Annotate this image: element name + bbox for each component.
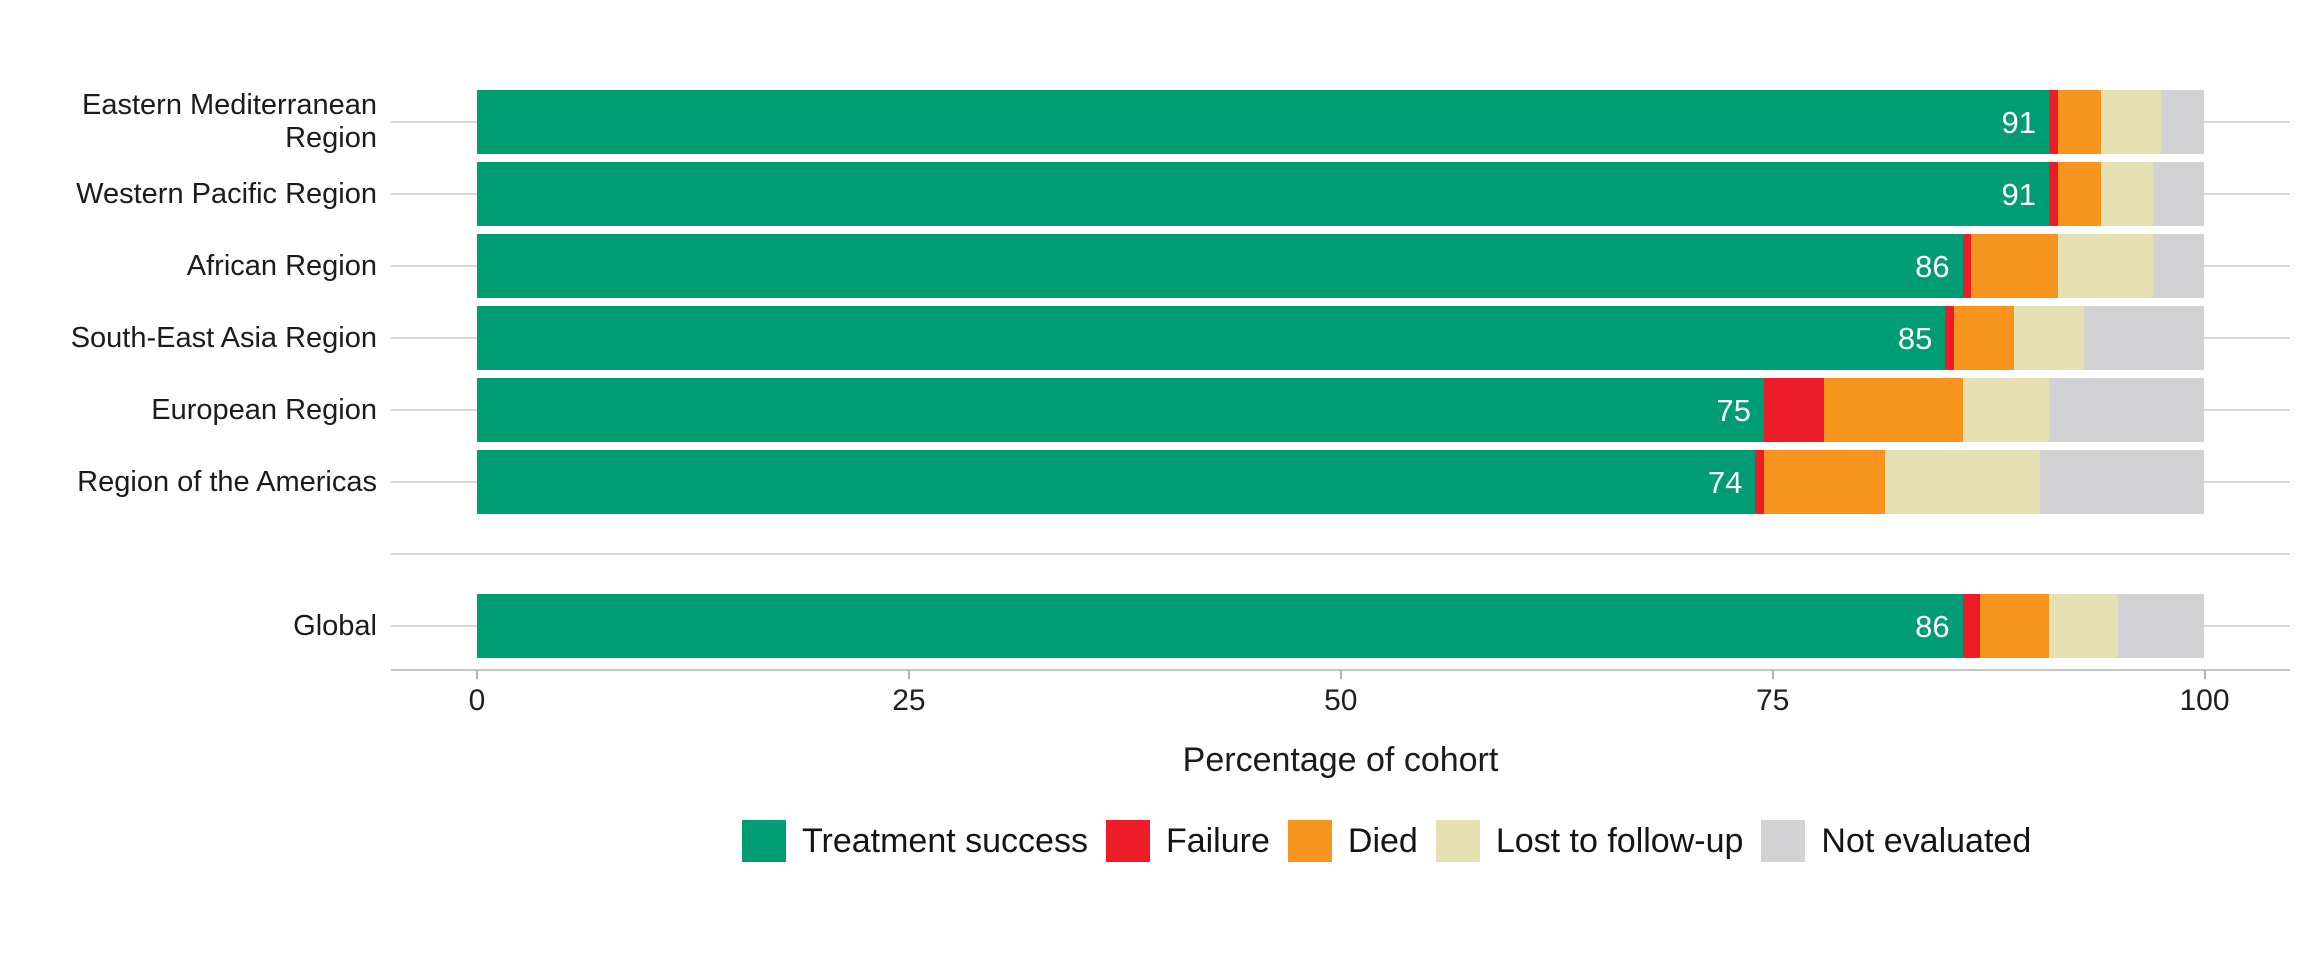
x-axis-tick — [907, 670, 910, 679]
bar-value-label: 91 — [2001, 104, 2037, 140]
x-axis-title: Percentage of cohort — [1182, 741, 1499, 779]
x-axis-tick — [1339, 670, 1342, 679]
bar-row: 86 — [477, 594, 2205, 658]
x-axis-tick-label: 50 — [1324, 684, 1358, 717]
bar-segment-treatment-success: 86 — [477, 594, 1963, 658]
category-label: Western Pacific Region — [76, 177, 377, 210]
bar-segment-failure — [2049, 90, 2058, 154]
bar-segment-lost-to-follow-up — [1962, 378, 2049, 442]
bar-segment-not-evaluated — [2049, 378, 2205, 442]
bar-segment-died — [2057, 90, 2101, 154]
x-axis-tick — [476, 670, 478, 679]
bar-segment-died — [1979, 594, 2049, 658]
x-axis-tick-label: 0 — [468, 684, 486, 717]
bar-segment-not-evaluated — [2152, 162, 2205, 226]
bar-segment-lost-to-follow-up — [2057, 234, 2153, 298]
bar-segment-failure — [1755, 450, 1764, 514]
legend-swatch-died — [1287, 820, 1332, 862]
bar-segment-treatment-success: 85 — [477, 306, 1946, 370]
bar-segment-died — [1824, 378, 1963, 442]
bar-segment-failure — [1763, 378, 1825, 442]
x-axis-tick — [2203, 670, 2206, 679]
bar-segment-treatment-success: 91 — [477, 162, 2050, 226]
bar-segment-died — [1763, 450, 1885, 514]
x-axis-tick — [1771, 670, 1774, 679]
category-label: African Region — [186, 249, 377, 282]
bar-value-label: 75 — [1716, 392, 1751, 428]
bar-segment-died — [2057, 162, 2101, 226]
x-axis-tick-label: 75 — [1755, 684, 1790, 717]
bar-value-label: 85 — [1897, 320, 1933, 356]
legend-swatch-treatment-success — [742, 820, 786, 862]
bar-value-label: 91 — [2001, 176, 2037, 212]
bar-segment-lost-to-follow-up — [1884, 450, 2041, 514]
category-label: European Region — [151, 393, 377, 426]
legend-label: Lost to follow-up — [1495, 822, 1744, 860]
bar-segment-died — [1954, 306, 2015, 370]
legend-swatch-failure — [1105, 820, 1150, 862]
bar-segment-treatment-success: 86 — [477, 234, 1963, 298]
legend-item: Lost to follow-up — [1435, 820, 1744, 862]
legend-label: Not evaluated — [1821, 822, 2032, 860]
legend-item: Not evaluated — [1761, 820, 2031, 862]
bar-segment-failure — [2049, 162, 2058, 226]
bar-segment-treatment-success: 74 — [477, 450, 1756, 514]
bar-segment-lost-to-follow-up — [2014, 306, 2084, 370]
category-label: Region of the Americas — [77, 465, 377, 498]
gridline — [391, 553, 2290, 555]
legend-label: Died — [1347, 822, 1418, 860]
bar-segment-treatment-success: 91 — [477, 90, 2050, 154]
legend-label: Failure — [1165, 822, 1270, 860]
bar-row: 91 — [477, 162, 2205, 226]
bar-row: 75 — [477, 378, 2205, 442]
x-axis-tick-label: 25 — [892, 684, 926, 717]
bar-segment-lost-to-follow-up — [2100, 162, 2153, 226]
legend-swatch-not-evaluated — [1761, 820, 1806, 862]
bar-segment-failure — [1962, 234, 1972, 298]
legend-swatch-lost-to-follow-up — [1435, 820, 1480, 862]
bar-row: 91 — [477, 90, 2205, 154]
legend-label: Treatment success — [802, 822, 1088, 860]
bar-segment-died — [1971, 234, 2058, 298]
bar-row: 85 — [477, 306, 2205, 370]
bar-value-label: 86 — [1915, 248, 1950, 284]
bar-row: 86 — [477, 234, 2205, 298]
x-axis-tick-label: 100 — [2179, 684, 2230, 717]
legend-item: Died — [1287, 820, 1418, 862]
bar-segment-not-evaluated — [2152, 234, 2205, 298]
bar-row: 74 — [477, 450, 2205, 514]
bar-segment-failure — [1962, 594, 1980, 658]
bar-segment-treatment-success: 75 — [477, 378, 1764, 442]
bar-segment-not-evaluated — [2040, 450, 2205, 514]
bar-value-label: 86 — [1915, 608, 1950, 644]
bar-segment-not-evaluated — [2161, 90, 2205, 154]
bar-segment-not-evaluated — [2118, 594, 2205, 658]
category-label: Eastern Mediterranean Region — [82, 89, 377, 154]
bar-segment-failure — [1945, 306, 1954, 370]
bar-segment-not-evaluated — [2083, 306, 2205, 370]
category-label: Global — [293, 609, 377, 642]
legend-item: Treatment success — [742, 820, 1088, 862]
bar-segment-lost-to-follow-up — [2100, 90, 2162, 154]
legend-item: Failure — [1105, 820, 1270, 862]
legend: Treatment success Failure Died Lost to foll… — [742, 820, 2031, 862]
bar-value-label: 74 — [1707, 464, 1743, 500]
bar-segment-lost-to-follow-up — [2049, 594, 2119, 658]
category-label: South-East Asia Region — [70, 321, 377, 354]
